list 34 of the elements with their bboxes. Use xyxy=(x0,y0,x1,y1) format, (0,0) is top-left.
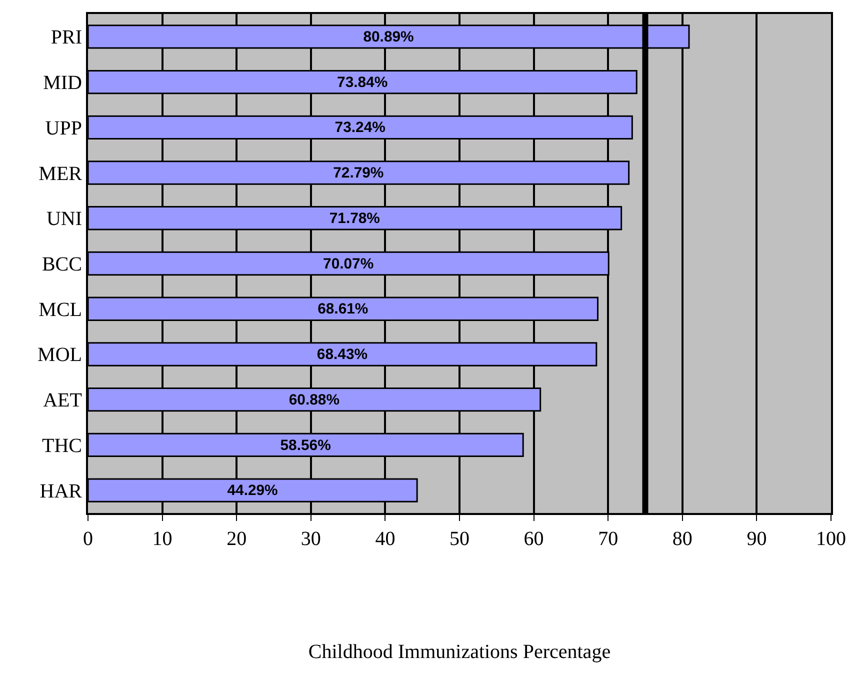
x-tick-label: 100 xyxy=(816,528,846,550)
x-tick-label: 10 xyxy=(152,528,172,550)
x-axis-title: Childhood Immunizations Percentage xyxy=(308,641,611,663)
x-tick-label: 80 xyxy=(672,528,692,550)
y-tick-label: MOL xyxy=(38,344,82,366)
data-label: 73.84% xyxy=(337,74,388,91)
x-tick-label: 50 xyxy=(450,528,470,550)
x-tick-label: 90 xyxy=(746,528,767,550)
data-label: 44.29% xyxy=(227,482,278,500)
y-tick-label: PRI xyxy=(50,26,82,49)
y-tick-label: UPP xyxy=(45,117,82,140)
y-tick-label: HAR xyxy=(40,480,83,502)
x-tick-label: 40 xyxy=(375,528,396,550)
y-tick-label: MID xyxy=(43,72,82,94)
y-tick-label: AET xyxy=(43,390,82,412)
data-label: 58.56% xyxy=(280,436,331,454)
x-tick-label: 60 xyxy=(524,528,544,550)
y-tick-label: UNI xyxy=(46,208,82,230)
y-tick-label: MER xyxy=(38,162,83,185)
data-label: 70.07% xyxy=(323,255,374,272)
y-tick-label: THC xyxy=(42,434,82,457)
y-tick-label: BCC xyxy=(42,254,82,276)
x-tick-label: 70 xyxy=(598,528,618,550)
data-label: 72.79% xyxy=(333,164,384,182)
x-tick-label: 20 xyxy=(226,528,247,550)
data-label: 71.78% xyxy=(329,210,380,227)
data-label: 68.61% xyxy=(318,300,368,318)
data-label: 80.89% xyxy=(363,28,414,46)
data-label: 60.88% xyxy=(288,391,340,408)
x-tick-label: 0 xyxy=(83,528,93,550)
y-tick-label: MCL xyxy=(38,298,82,321)
data-label: 68.43% xyxy=(316,346,368,364)
data-label: 73.24% xyxy=(334,119,386,136)
x-tick-label: 30 xyxy=(300,528,321,550)
